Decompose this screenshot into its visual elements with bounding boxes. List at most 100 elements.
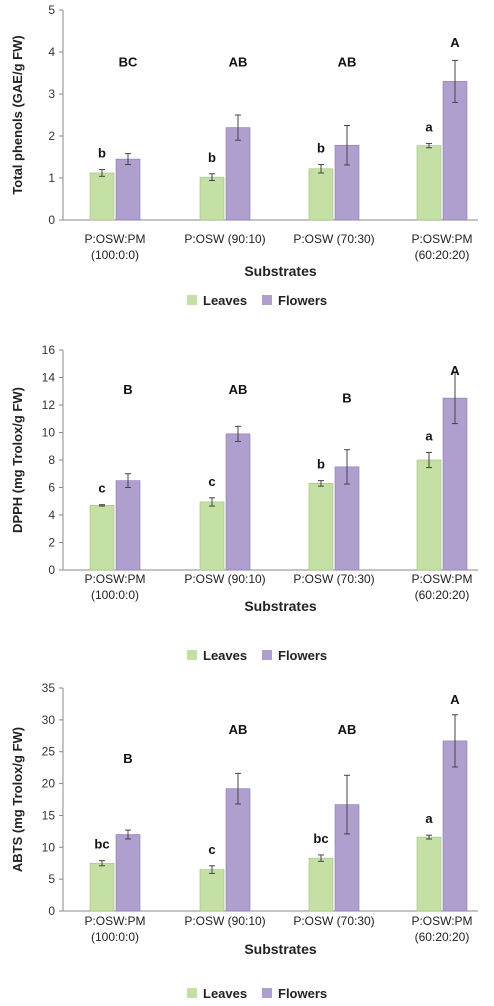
x-category-label: P:OSW (90:10) <box>184 914 265 928</box>
y-tick-label: 20 <box>42 777 56 791</box>
bar-flowers <box>115 480 141 571</box>
bar-leaves <box>89 172 115 221</box>
x-category-label: P:OSW:PM <box>84 572 145 586</box>
x-axis-label: Substrates <box>244 598 317 614</box>
x-category-label: (60:20:20) <box>415 930 470 944</box>
legend-swatch-leaves <box>187 295 197 305</box>
bar-leaves <box>89 505 115 571</box>
legend: Leaves Flowers <box>187 293 327 308</box>
legend-swatch-leaves <box>187 650 197 660</box>
sig-letter-leaves: c <box>98 481 105 496</box>
sig-letter-group: AB <box>229 722 248 737</box>
legend-label-flowers: Flowers <box>278 986 327 1001</box>
x-category-label: P:OSW (70:30) <box>293 572 374 586</box>
y-tick-label: 15 <box>42 808 56 822</box>
legend-label-flowers: Flowers <box>278 293 327 308</box>
sig-letter-leaves: b <box>317 141 325 156</box>
bar-leaves <box>308 483 334 571</box>
bar-leaves <box>199 869 225 912</box>
y-tick-label: 0 <box>48 904 55 918</box>
y-tick-label: 6 <box>48 481 55 495</box>
legend-swatch-flowers <box>262 650 272 660</box>
x-category-label: P:OSW (70:30) <box>293 232 374 246</box>
x-axis-label: Substrates <box>244 263 317 279</box>
bar-flowers <box>225 127 251 221</box>
bar-flowers <box>115 158 141 221</box>
sig-letter-leaves: a <box>425 811 433 826</box>
legend-label-leaves: Leaves <box>203 293 247 308</box>
y-tick-label: 5 <box>48 872 55 886</box>
y-tick-label: 1 <box>48 171 55 185</box>
sig-letter-leaves: b <box>98 146 106 161</box>
sig-letter-group: B <box>342 390 351 405</box>
x-category-label: P:OSW:PM <box>84 232 145 246</box>
legend-swatch-leaves <box>187 988 197 998</box>
x-category-label: P:OSW:PM <box>84 914 145 928</box>
bar-leaves <box>416 836 442 912</box>
bar-leaves <box>416 459 442 571</box>
y-tick-label: 25 <box>42 745 56 759</box>
sig-letter-group: A <box>450 692 460 707</box>
legend-label-flowers: Flowers <box>278 648 327 663</box>
sig-letter-leaves: bc <box>94 837 109 852</box>
bar-flowers <box>225 788 251 912</box>
legend: Leaves Flowers <box>187 648 327 663</box>
chart-panel-2: 0 2 4 6 8 10 12 14 16 DPPH (mg Trolox/g FW) c B P:OS… <box>10 343 478 663</box>
sig-letter-group: A <box>450 363 460 378</box>
legend-label-leaves: Leaves <box>203 986 247 1001</box>
bar-leaves <box>89 862 115 912</box>
y-tick-label: 16 <box>42 343 56 357</box>
chart-panel-1: 0 1 2 3 4 5 Total phenols (GAE/g FW) b BC P:OSW:P… <box>10 3 478 308</box>
y-tick-label: 30 <box>42 713 56 727</box>
y-tick-label: 0 <box>48 213 55 227</box>
bar-leaves <box>308 168 334 221</box>
y-tick-label: 14 <box>42 371 56 385</box>
sig-letter-leaves: b <box>208 150 216 165</box>
x-axis-label: Substrates <box>244 941 317 957</box>
y-tick-label: 0 <box>48 563 55 577</box>
sig-letter-group: A <box>450 35 460 50</box>
x-category-label: P:OSW (90:10) <box>184 232 265 246</box>
sig-letter-leaves: a <box>425 428 433 443</box>
bar-flowers <box>225 433 251 571</box>
x-category-label: (100:0:0) <box>91 930 139 944</box>
y-axis-label: Total phenols (GAE/g FW) <box>10 35 25 194</box>
sig-letter-group: B <box>123 382 132 397</box>
sig-letter-leaves: c <box>208 474 215 489</box>
y-tick-label: 4 <box>48 508 55 522</box>
sig-letter-leaves: a <box>425 120 433 135</box>
x-category-label: P:OSW:PM <box>411 914 472 928</box>
y-tick-label: 5 <box>48 3 55 17</box>
sig-letter-group: AB <box>338 55 357 70</box>
y-axis-label: DPPH (mg Trolox/g FW) <box>10 387 25 533</box>
sig-letter-leaves: b <box>317 457 325 472</box>
sig-letter-group: B <box>123 751 132 766</box>
x-category-label: (60:20:20) <box>415 248 470 262</box>
x-category-label: P:OSW:PM <box>411 232 472 246</box>
legend-label-leaves: Leaves <box>203 648 247 663</box>
x-category-label: (100:0:0) <box>91 248 139 262</box>
legend-swatch-flowers <box>262 988 272 998</box>
x-category-label: P:OSW (70:30) <box>293 914 374 928</box>
x-category-label: (60:20:20) <box>415 588 470 602</box>
bar-flowers <box>442 740 468 912</box>
sig-letter-group: AB <box>229 382 248 397</box>
x-category-label: P:OSW:PM <box>411 572 472 586</box>
y-tick-label: 3 <box>48 87 55 101</box>
chart-panel-3: 0 5 10 15 20 25 30 35 ABTS (mg Trolox/g FW) bc B P:… <box>10 681 478 1001</box>
y-tick-label: 10 <box>42 426 56 440</box>
sig-letter-leaves: bc <box>313 831 328 846</box>
bar-leaves <box>308 857 334 912</box>
legend: Leaves Flowers <box>187 986 327 1001</box>
y-tick-label: 2 <box>48 129 55 143</box>
bar-flowers <box>442 397 468 571</box>
legend-swatch-flowers <box>262 295 272 305</box>
sig-letter-group: BC <box>119 55 138 70</box>
y-tick-label: 10 <box>42 840 56 854</box>
x-category-label: (100:0:0) <box>91 588 139 602</box>
bar-leaves <box>199 176 225 221</box>
y-tick-label: 35 <box>42 681 56 695</box>
bar-leaves <box>199 501 225 571</box>
sig-letter-group: AB <box>229 55 248 70</box>
